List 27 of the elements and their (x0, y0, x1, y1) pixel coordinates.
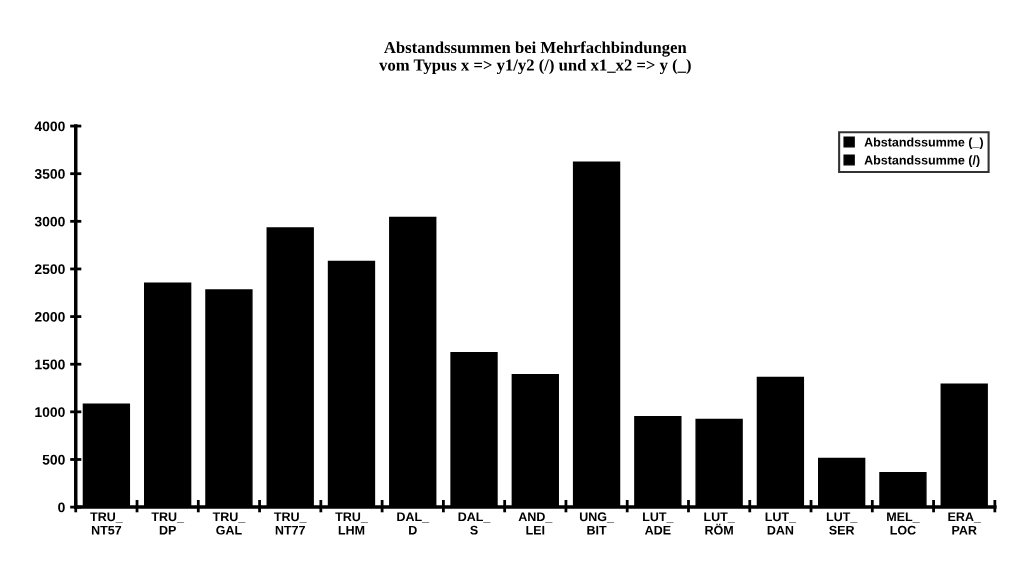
x-tick-label: ERA_ PAR (948, 512, 981, 535)
y-tick-label: 1500 (35, 359, 65, 370)
x-tick-label: TRU_ GAL (212, 512, 246, 535)
x-tick-label: TRU_ NT57 (90, 512, 123, 535)
x-tick-label: TRU_ DP (151, 512, 185, 535)
y-tick-label: 2500 (34, 264, 65, 275)
x-tick-label: LUT_ ADE (643, 512, 674, 535)
chart-title: Abstandssummen bei Mehrfachbindungen vom Typus x => y1/y2 (/) und x1_x2 => y (_) (379, 41, 691, 75)
y-tick-label: 1000 (35, 407, 65, 418)
x-tick-label: UNG_ BIT (579, 512, 615, 535)
y-tick-label: 3000 (34, 216, 65, 227)
x-tick-label: TRU_ NT77 (274, 512, 307, 535)
x-tick-label: DAL_ S (458, 512, 491, 535)
x-tick-label: DAL_ D (397, 512, 430, 535)
x-tick-label: LUT_ SER (826, 512, 858, 535)
x-tick-label: MEL_ LOC (887, 512, 920, 535)
y-tick-label: 500 (42, 454, 65, 465)
y-tick-label: 3500 (34, 169, 65, 179)
x-tick-label: LUT_ DAN (765, 512, 797, 535)
y-tick-label: 2000 (34, 311, 65, 322)
y-tick-label: 0 (58, 502, 65, 513)
x-tick-label: TRU_ LHM (335, 512, 368, 535)
x-tick-label: AND_ LEI (518, 512, 553, 535)
x-tick-label: LUT_ RÖM (704, 512, 735, 535)
legend-label: Abstandssumme (/) (864, 155, 980, 167)
y-tick-label: 4000 (34, 121, 65, 132)
legend-label: Abstandssumme (_) (864, 137, 983, 150)
